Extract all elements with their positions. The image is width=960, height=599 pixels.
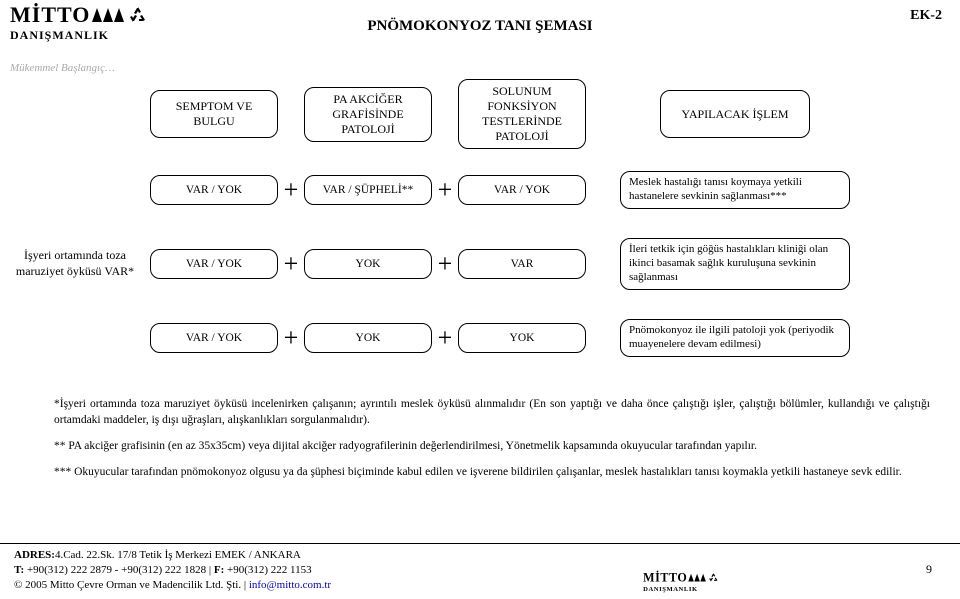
fax: +90(312) 222 1153	[224, 564, 311, 576]
copyright: © 2005 Mitto Çevre Orman ve Madencilik L…	[14, 579, 249, 591]
plus-icon: +	[432, 325, 458, 351]
header: PNÖMOKONYOZ TANI ŞEMASI EK-2	[0, 4, 960, 74]
address-label: ADRES:	[14, 549, 55, 561]
r3-action: Pnömokonyoz ile ilgili patoloji yok (per…	[620, 319, 850, 357]
r2-c2: YOK	[304, 249, 432, 279]
header-box-1: SEMPTOM VE BULGU	[150, 90, 278, 138]
r1-c3: VAR / YOK	[458, 175, 586, 205]
plus-icon: +	[278, 177, 304, 203]
r2-c1: VAR / YOK	[150, 249, 278, 279]
note-2: ** PA akciğer grafisinin (en az 35x35cm)…	[54, 438, 930, 454]
r3-c2: YOK	[304, 323, 432, 353]
telephone: +90(312) 222 2879 - +90(312) 222 1828 |	[24, 564, 214, 576]
page-title: PNÖMOKONYOZ TANI ŞEMASI	[367, 18, 592, 35]
tel-label: T:	[14, 564, 24, 576]
email-link[interactable]: info@mitto.com.tr	[249, 579, 331, 591]
r2-c3: VAR	[458, 249, 586, 279]
r1-action: Meslek hastalığı tanısı koymaya yetkili …	[620, 171, 850, 209]
footnotes: *İşyeri ortamında toza maruziyet öyküsü …	[54, 396, 930, 490]
flowchart: SEMPTOM VE BULGU PA AKCİĞER GRAFİSİNDE P…	[0, 84, 960, 366]
left-context-label: İşyeri ortamında toza maruziyet öyküsü V…	[0, 248, 150, 279]
r1-c2: VAR / ŞÜPHELİ**	[304, 175, 432, 205]
r1-c1: VAR / YOK	[150, 175, 278, 205]
address: 4.Cad. 22.Sk. 17/8 Tetik İş Merkezi EMEK…	[55, 549, 301, 561]
plus-icon: +	[278, 325, 304, 351]
page-number: 9	[926, 562, 932, 577]
fax-label: F:	[214, 564, 224, 576]
plus-icon: +	[432, 251, 458, 277]
footer: ADRES:4.Cad. 22.Sk. 17/8 Tetik İş Merkez…	[0, 543, 960, 593]
r3-c3: YOK	[458, 323, 586, 353]
note-3: *** Okuyucular tarafından pnömokonyoz ol…	[54, 464, 930, 480]
header-box-3: SOLUNUM FONKSİYON TESTLERİNDE PATOLOJİ	[458, 79, 586, 149]
r2-action: İleri tetkik için göğüs hastalıkları kli…	[620, 238, 850, 289]
note-1: *İşyeri ortamında toza maruziyet öyküsü …	[54, 396, 930, 428]
header-box-4: YAPILACAK İŞLEM	[660, 90, 810, 138]
header-box-2: PA AKCİĞER GRAFİSİNDE PATOLOJİ	[304, 87, 432, 142]
plus-icon: +	[432, 177, 458, 203]
annex-label: EK-2	[910, 8, 942, 24]
plus-icon: +	[278, 251, 304, 277]
r3-c1: VAR / YOK	[150, 323, 278, 353]
